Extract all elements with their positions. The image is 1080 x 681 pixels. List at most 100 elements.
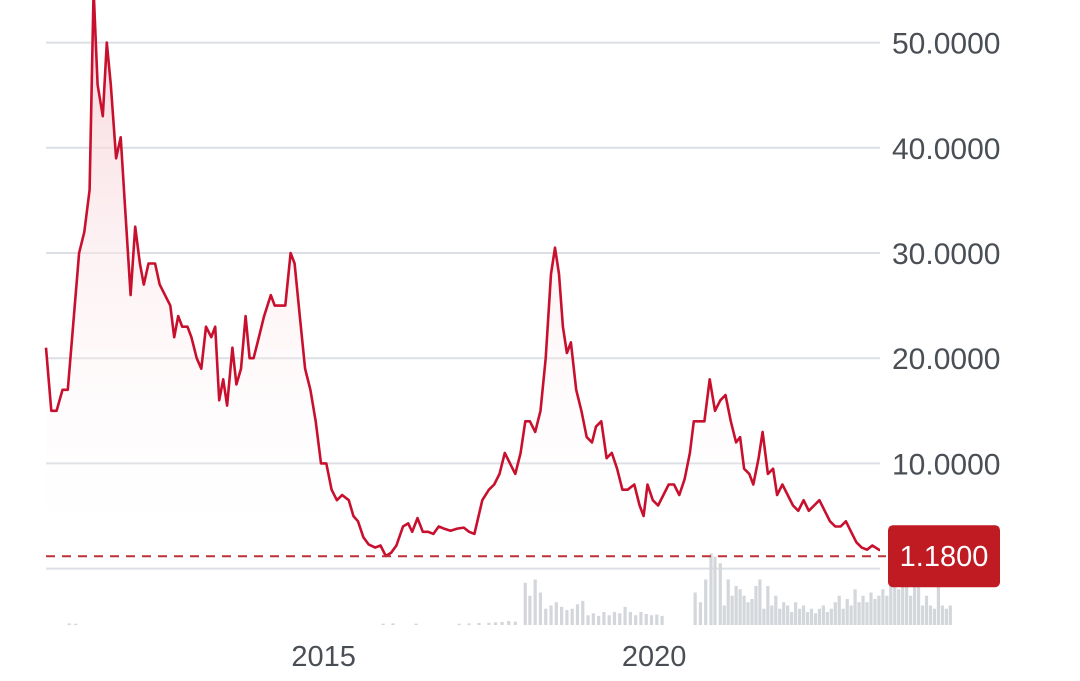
y-tick-label: 30.0000 xyxy=(892,238,1000,271)
volume-bar xyxy=(623,606,627,625)
x-tick-label: 2015 xyxy=(291,641,356,673)
volume-bar xyxy=(794,602,798,625)
volume-bar xyxy=(928,605,933,625)
volume-bar xyxy=(758,579,762,625)
volume-bar xyxy=(869,592,873,625)
volume-bar xyxy=(805,612,810,625)
volume-bar xyxy=(936,553,941,625)
y-tick-label: 20.0000 xyxy=(892,343,1000,376)
volume-bar xyxy=(612,612,617,625)
volume-bar xyxy=(742,595,746,625)
volume-bar xyxy=(924,595,929,625)
volume-bar xyxy=(932,608,937,625)
volume-bar xyxy=(881,589,885,625)
volume-bar xyxy=(581,600,585,625)
volume-bar xyxy=(865,602,869,625)
volume-bar xyxy=(778,608,782,625)
volume-bar xyxy=(726,579,730,625)
x-axis-labels: 2015 2020 xyxy=(291,641,686,673)
volume-bar xyxy=(586,615,590,625)
volume-bar xyxy=(634,615,638,625)
volume-bar xyxy=(797,608,802,625)
volume-bar xyxy=(718,563,722,625)
volume-bar xyxy=(644,613,648,625)
volume-bar xyxy=(825,612,829,625)
volume-bar xyxy=(897,589,901,625)
volume-bar xyxy=(591,613,595,625)
volume-bars xyxy=(67,553,952,625)
volume-bar xyxy=(554,602,558,625)
volume-bar xyxy=(722,605,726,625)
volume-bar xyxy=(507,621,511,625)
price-area-fill xyxy=(46,0,880,565)
volume-bar xyxy=(786,605,790,625)
volume-bar xyxy=(885,595,889,625)
volume-bar xyxy=(538,592,543,625)
volume-bar xyxy=(493,622,498,625)
volume-bar xyxy=(861,595,865,625)
volume-bar xyxy=(893,563,897,625)
price-line xyxy=(44,0,880,558)
volume-bar xyxy=(833,602,837,625)
volume-bar xyxy=(774,595,778,625)
volume-bar xyxy=(750,599,754,625)
volume-bar xyxy=(829,608,833,625)
volume-bar xyxy=(905,576,909,625)
volume-bar xyxy=(713,556,717,625)
x-tick-label: 2020 xyxy=(622,641,687,673)
volume-bar xyxy=(916,586,921,625)
volume-bar xyxy=(821,605,825,625)
volume-bar xyxy=(523,582,527,625)
volume-bar xyxy=(948,605,952,625)
volume-bar xyxy=(528,595,532,625)
volume-bar xyxy=(734,586,738,625)
volume-bar xyxy=(940,605,944,625)
price-area xyxy=(46,0,880,565)
volume-bar xyxy=(909,595,913,625)
volume-bar xyxy=(841,608,845,625)
volume-bar xyxy=(837,595,841,625)
volume-bar xyxy=(477,623,481,625)
volume-bar xyxy=(762,608,766,625)
volume-bar xyxy=(575,604,580,625)
volume-bar xyxy=(754,586,758,625)
last-price-badge-bg xyxy=(888,525,1000,588)
volume-bar xyxy=(414,623,418,625)
volume-bar xyxy=(873,599,877,625)
volume-bar xyxy=(391,623,395,625)
y-tick-label: 50.0000 xyxy=(892,28,1000,61)
volume-bar xyxy=(607,615,611,625)
volume-bar xyxy=(67,623,71,625)
volume-bar xyxy=(857,602,861,625)
volume-bar xyxy=(74,623,78,625)
volume-bar xyxy=(913,553,917,625)
volume-bar xyxy=(655,614,659,625)
volume-bar xyxy=(770,605,774,625)
volume-bar xyxy=(602,612,606,625)
volume-bar xyxy=(901,576,905,625)
y-axis-labels: 0.000010.000020.000030.000040.000050.000… xyxy=(892,28,1000,587)
volume-bar xyxy=(660,615,664,625)
y-tick-label: 10.0000 xyxy=(892,448,1000,481)
volume-bar xyxy=(487,622,491,625)
volume-bar xyxy=(709,553,713,625)
volume-bar xyxy=(746,602,750,625)
volume-bar xyxy=(565,610,569,625)
volume-bar xyxy=(597,615,601,625)
volume-bar xyxy=(920,605,925,625)
volume-bar xyxy=(782,602,786,625)
volume-bar xyxy=(845,599,849,625)
volume-bar xyxy=(693,592,697,625)
volume-bar xyxy=(738,589,742,625)
y-tick-label: 40.0000 xyxy=(892,133,1000,166)
volume-bar xyxy=(544,608,548,625)
volume-bar xyxy=(467,623,471,625)
volume-bar xyxy=(849,605,853,625)
volume-bar xyxy=(877,595,881,625)
last-price-badge-label: 1.1800 xyxy=(900,541,989,573)
volume-bar xyxy=(730,595,734,625)
volume-bar xyxy=(649,615,654,625)
volume-bar xyxy=(704,579,708,625)
volume-bar xyxy=(813,613,818,625)
volume-bar xyxy=(618,613,622,625)
